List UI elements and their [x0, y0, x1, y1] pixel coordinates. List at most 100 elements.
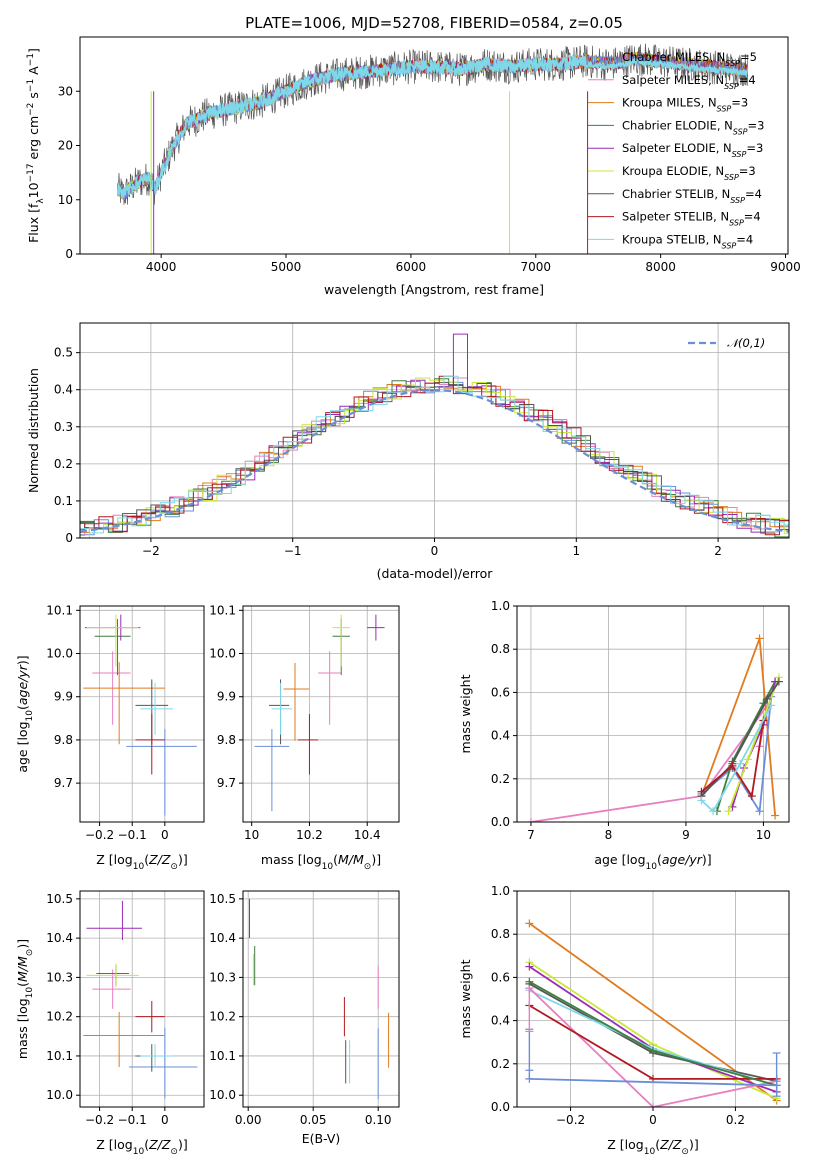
plot-area — [80, 606, 204, 822]
axes-frame — [79, 605, 205, 823]
legend-label-sub: SSP — [729, 218, 744, 227]
x-tick-label: 0.00 — [235, 1113, 262, 1127]
label-part: 10 — [25, 710, 35, 722]
label-part: Z/Z — [148, 1137, 171, 1152]
y-tick-label: 0.5 — [54, 346, 73, 360]
label-part: Z/Z — [659, 1137, 682, 1152]
label-part: −1 — [26, 79, 36, 92]
weight-line-chabrier_miles — [529, 1078, 777, 1087]
y-tick-label: 10.1 — [209, 1049, 236, 1063]
x-axis-label: E(B-V) — [302, 1131, 341, 1146]
y-tick-label: 0.0 — [491, 1100, 510, 1114]
plot-area — [517, 606, 789, 822]
y-tick-label: 9.7 — [217, 776, 236, 790]
label-part: )] — [15, 939, 30, 949]
y-tick-label: 0.2 — [491, 772, 510, 786]
legend-label: Chabrier MILES, NSSP=5 — [622, 50, 757, 68]
label-part: ⊙ — [170, 862, 178, 872]
mass-weight-vs-metallicity-panel: −0.2 0 0.2 0.0 0.2 0.4 0.6 0.8 1.0 Z [log10(Z/Z⊙)… — [458, 884, 790, 1157]
legend-label-count: =3 — [739, 164, 756, 178]
y-tick-label: 0.8 — [491, 642, 510, 656]
weight-line-kroupa_stelib — [700, 704, 772, 813]
y-tick-label: 9.8 — [54, 733, 73, 747]
legend-label-count: =3 — [748, 118, 765, 132]
legend-label: Kroupa ELODIE, NSSP=3 — [622, 164, 756, 182]
y-tick-label: 10.5 — [209, 892, 236, 906]
legend-label-count: =4 — [745, 187, 762, 201]
residuals-panel: −2 −1 0 1 2 0 0.1 0.2 0.3 0.4 0.5 (data-model)/erro… — [26, 322, 790, 581]
x-axis-label: Z [log10(Z/Z⊙)] — [96, 852, 187, 872]
legend-label-text: Chabrier STELIB, N — [622, 187, 730, 201]
legend-label-sub: SSP — [730, 195, 745, 204]
y-tick-label: 0.4 — [54, 383, 73, 397]
axes-frame — [516, 605, 790, 823]
y-tick-label: 10.0 — [209, 647, 236, 661]
weight-line-salpeter_miles — [528, 987, 777, 1107]
y-tick-label: 9.8 — [217, 733, 236, 747]
histogram-chabrier_miles — [80, 381, 789, 538]
legend-label-text: Salpeter MILES, N — [622, 73, 724, 87]
age-vs-metallicity-panel: −0.2 −0.1 09.79.89.910.010.1Z [log10(Z/Z⊙)… — [15, 603, 205, 872]
y-tick-label: 9.9 — [54, 690, 73, 704]
axes-frame — [242, 605, 400, 823]
label-part: M/M — [338, 852, 364, 867]
x-tick-label: 9000 — [770, 260, 801, 274]
legend-label-sub: SSP — [724, 173, 739, 182]
y-tick-label: 0.6 — [491, 970, 510, 984]
axes-frame — [242, 890, 400, 1108]
y-tick-label: 0.3 — [54, 420, 73, 434]
x-tick-label: 0.2 — [726, 1113, 745, 1127]
label-part: )] — [178, 852, 188, 867]
label-part: ( — [15, 982, 30, 987]
weight-line-chabrier_elodie — [716, 681, 776, 812]
x-tick-label: −2 — [142, 544, 160, 558]
legend-label: Chabrier STELIB, NSSP=4 — [622, 187, 762, 205]
label-part: )] — [371, 852, 381, 867]
y-axis-label: mass weight — [458, 674, 473, 753]
y-tick-label: 9.7 — [54, 776, 73, 790]
label-part: −2 — [26, 103, 36, 116]
mass-vs-reddening-panel: 0.00 0.05 0.10 10.0 10.1 10.2 10.3 10.4 10.5 E(B-… — [209, 890, 400, 1146]
spectrum-panel: 4000 5000 6000 7000 8000 9000 0 10 20 30 wavelengt… — [26, 36, 801, 297]
label-part: 10 — [646, 862, 658, 872]
label-part: Z [log — [96, 1137, 132, 1152]
label-part: ⊙ — [364, 862, 372, 872]
legend-label: Kroupa MILES, NSSP=3 — [622, 96, 748, 114]
y-tick-label: 10.5 — [46, 892, 73, 906]
legend-label-sub: SSP — [717, 104, 732, 113]
histogram-chabrier_stelib — [80, 382, 789, 533]
legend-label: Salpeter ELODIE, NSSP=3 — [622, 141, 763, 159]
y-tick-label: 10.3 — [209, 970, 236, 984]
y-tick-label: 0.2 — [54, 457, 73, 471]
label-part: 10 — [26, 182, 41, 198]
x-tick-label: 2 — [714, 544, 722, 558]
histogram-salpeter_miles — [80, 377, 789, 536]
x-tick-label: 8 — [605, 828, 613, 842]
x-axis-label: mass [log10(M/M⊙)] — [261, 852, 381, 872]
x-tick-label: −1 — [284, 544, 302, 558]
plot-area — [243, 891, 399, 1107]
legend-label-count: =3 — [746, 141, 763, 155]
label-part: ( — [144, 852, 149, 867]
y-axis-label: mass weight — [458, 959, 473, 1038]
legend-label: Salpeter STELIB, NSSP=4 — [622, 210, 761, 228]
legend-label-text: Chabrier ELODIE, N — [622, 118, 733, 132]
plot-area — [80, 323, 789, 538]
x-tick-label: −0.2 — [85, 1113, 114, 1127]
label-part: )] — [689, 1137, 699, 1152]
plot-area — [80, 891, 204, 1107]
label-part: 10 — [133, 1147, 145, 1157]
label-part: age [log — [15, 721, 30, 772]
legend-label-count: =3 — [731, 96, 748, 110]
label-part: Z/Z — [148, 852, 171, 867]
y-axis-label: Flux [fλ10−17 erg cm−2 s−1 A−1] — [26, 48, 46, 243]
plot-area — [517, 891, 789, 1107]
legend-label-sub: SSP — [725, 59, 740, 68]
legend-label: Kroupa STELIB, NSSP=4 — [622, 232, 753, 250]
plot-area — [116, 43, 749, 254]
axes-frame — [516, 890, 790, 1108]
label-part: erg cm — [26, 116, 41, 164]
legend-label-sub: SSP — [732, 150, 747, 159]
spectrum-line-kroupa_stelib — [116, 54, 749, 199]
